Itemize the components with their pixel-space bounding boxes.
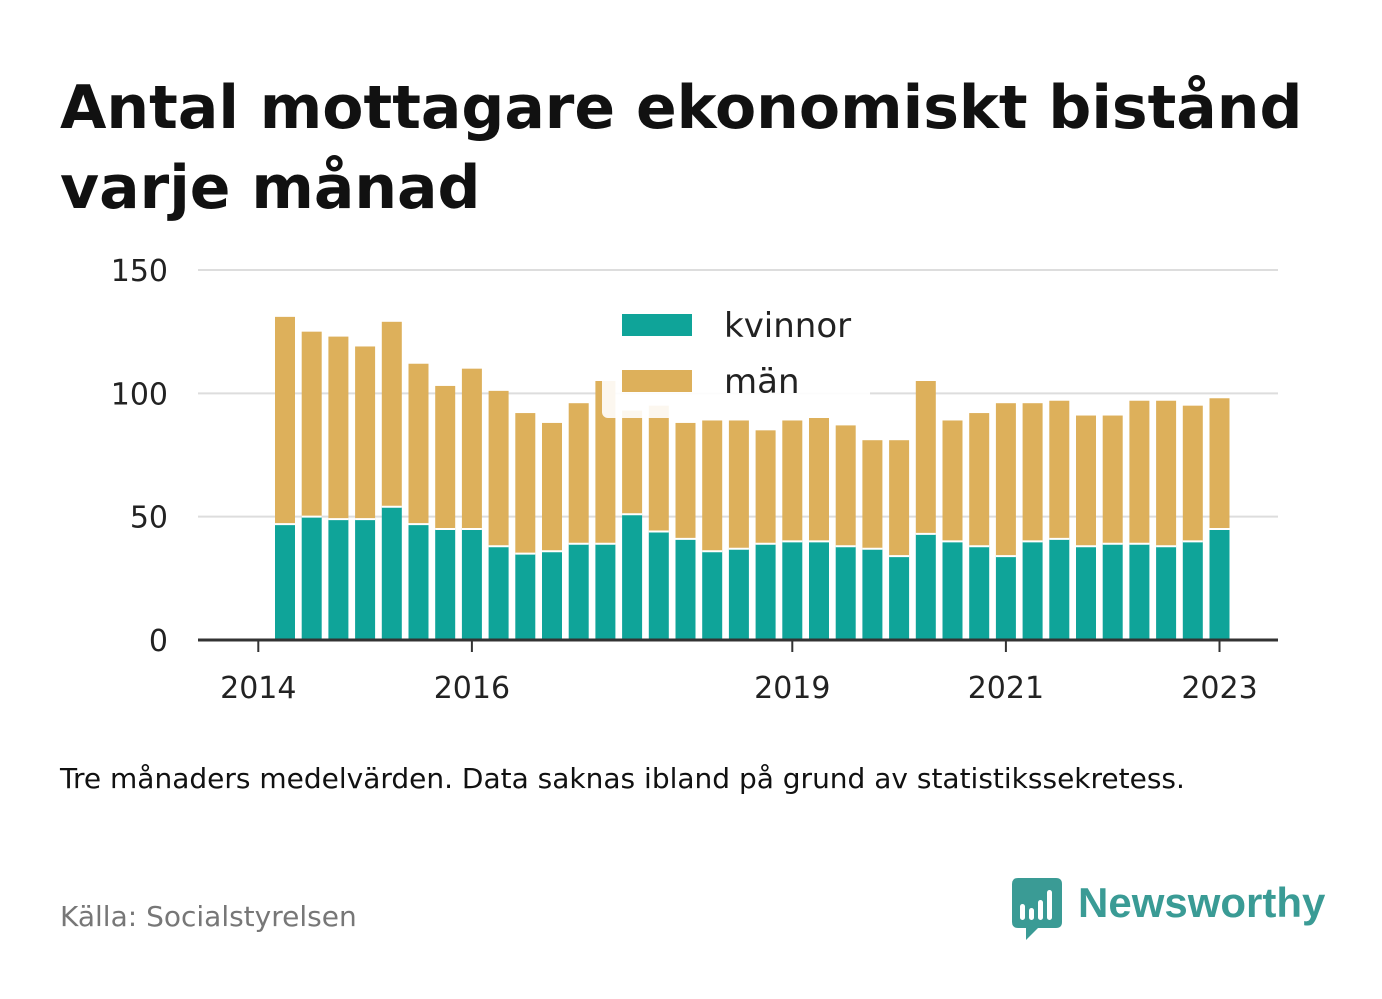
legend-label-man: män xyxy=(724,362,800,402)
bar-kvinnor xyxy=(728,548,749,640)
bar-kvinnor xyxy=(1209,529,1230,640)
bar-man xyxy=(1049,400,1070,539)
bar-kvinnor xyxy=(1076,546,1096,640)
bar-man xyxy=(675,422,696,539)
bar-kvinnor xyxy=(862,548,883,640)
bar-man xyxy=(969,413,990,547)
bar-kvinnor xyxy=(942,541,963,640)
legend-label-kvinnor: kvinnor xyxy=(724,306,851,346)
bar-man xyxy=(435,385,456,529)
bar-kvinnor xyxy=(1129,543,1150,640)
bar-kvinnor xyxy=(1022,541,1043,640)
bar-kvinnor xyxy=(515,553,536,640)
bar-kvinnor xyxy=(835,546,856,640)
bar-kvinnor xyxy=(355,519,376,640)
bar-kvinnor xyxy=(301,516,322,640)
bar-kvinnor xyxy=(595,543,616,640)
bar-kvinnor xyxy=(461,529,482,640)
bar-man xyxy=(568,403,589,544)
bar-kvinnor xyxy=(648,531,669,640)
bar-man xyxy=(328,336,349,520)
bar-man xyxy=(1076,415,1096,547)
x-tick-label: 2019 xyxy=(754,671,830,706)
bar-kvinnor xyxy=(275,524,295,640)
bar-man xyxy=(862,440,883,549)
bar-man xyxy=(301,331,322,517)
bar-kvinnor xyxy=(408,524,429,640)
bar-man xyxy=(622,410,643,515)
bar-man xyxy=(542,422,562,552)
brand-name: Newsworthy xyxy=(1078,879,1326,926)
bar-man xyxy=(515,413,536,554)
bar-man xyxy=(728,420,749,549)
bar-kvinnor xyxy=(702,551,723,640)
bar-man xyxy=(942,420,963,542)
bar-man xyxy=(381,321,402,507)
bar-kvinnor xyxy=(1156,546,1177,640)
x-tick-label: 2016 xyxy=(434,671,510,706)
bar-man xyxy=(1102,415,1123,544)
y-tick-label: 150 xyxy=(111,254,168,289)
chart-title: Antal mottagare ekonomiskt bistånd varje… xyxy=(60,73,1303,223)
bar-man xyxy=(782,420,803,542)
source-credit: Källa: Socialstyrelsen xyxy=(60,900,357,933)
bar-kvinnor xyxy=(995,556,1016,640)
bar-man xyxy=(595,381,616,544)
bar-chart-speech-bubble-icon xyxy=(1012,878,1062,940)
bar-man xyxy=(809,418,829,542)
bar-kvinnor xyxy=(755,543,776,640)
bar-man xyxy=(1182,405,1203,542)
bar-kvinnor xyxy=(1102,543,1123,640)
bar-series xyxy=(275,316,1230,640)
bar-man xyxy=(702,420,723,552)
x-tick-label: 2021 xyxy=(968,671,1044,706)
bar-man xyxy=(275,316,295,525)
bar-man xyxy=(1129,400,1150,544)
legend-swatch-man xyxy=(622,370,692,392)
legend: kvinnor män xyxy=(602,296,870,418)
y-tick-label: 100 xyxy=(111,377,168,412)
bar-man xyxy=(408,363,429,525)
bar-kvinnor xyxy=(969,546,990,640)
bar-kvinnor xyxy=(488,546,509,640)
brand-logo[interactable]: Newsworthy xyxy=(1012,878,1325,940)
bar-man xyxy=(915,381,936,534)
axes: 0 50 100 150 2014 2016 2019 2021 2023 xyxy=(111,254,1278,706)
bar-man xyxy=(648,405,669,532)
bar-man xyxy=(355,346,376,520)
bar-kvinnor xyxy=(675,538,696,640)
bar-man xyxy=(755,430,776,544)
y-tick-label: 0 xyxy=(149,624,168,659)
stacked-bar-chart: 0 50 100 150 2014 2016 2019 2021 2023 kvinnor mä… xyxy=(111,254,1278,706)
bar-kvinnor xyxy=(568,543,589,640)
bar-man xyxy=(1209,398,1230,529)
bar-man xyxy=(488,390,509,547)
bar-kvinnor xyxy=(381,506,402,640)
bar-man xyxy=(889,440,910,557)
bar-kvinnor xyxy=(1182,541,1203,640)
bar-man xyxy=(995,403,1016,557)
bar-man xyxy=(835,425,856,547)
bar-kvinnor xyxy=(1049,538,1070,640)
bar-kvinnor xyxy=(622,514,643,640)
bar-kvinnor xyxy=(542,551,562,640)
bar-man xyxy=(1156,400,1177,547)
bar-kvinnor xyxy=(915,533,936,640)
bar-kvinnor xyxy=(435,529,456,640)
y-tick-label: 50 xyxy=(130,501,168,536)
bar-man xyxy=(461,368,482,529)
bar-kvinnor xyxy=(782,541,803,640)
x-tick-label: 2023 xyxy=(1181,671,1257,706)
bar-kvinnor xyxy=(889,556,910,640)
bar-man xyxy=(1022,403,1043,542)
bar-kvinnor xyxy=(809,541,829,640)
legend-swatch-kvinnor xyxy=(622,314,692,336)
bar-kvinnor xyxy=(328,519,349,640)
x-tick-label: 2014 xyxy=(220,671,296,706)
chart-note: Tre månaders medelvärden. Data saknas ib… xyxy=(60,762,1185,795)
